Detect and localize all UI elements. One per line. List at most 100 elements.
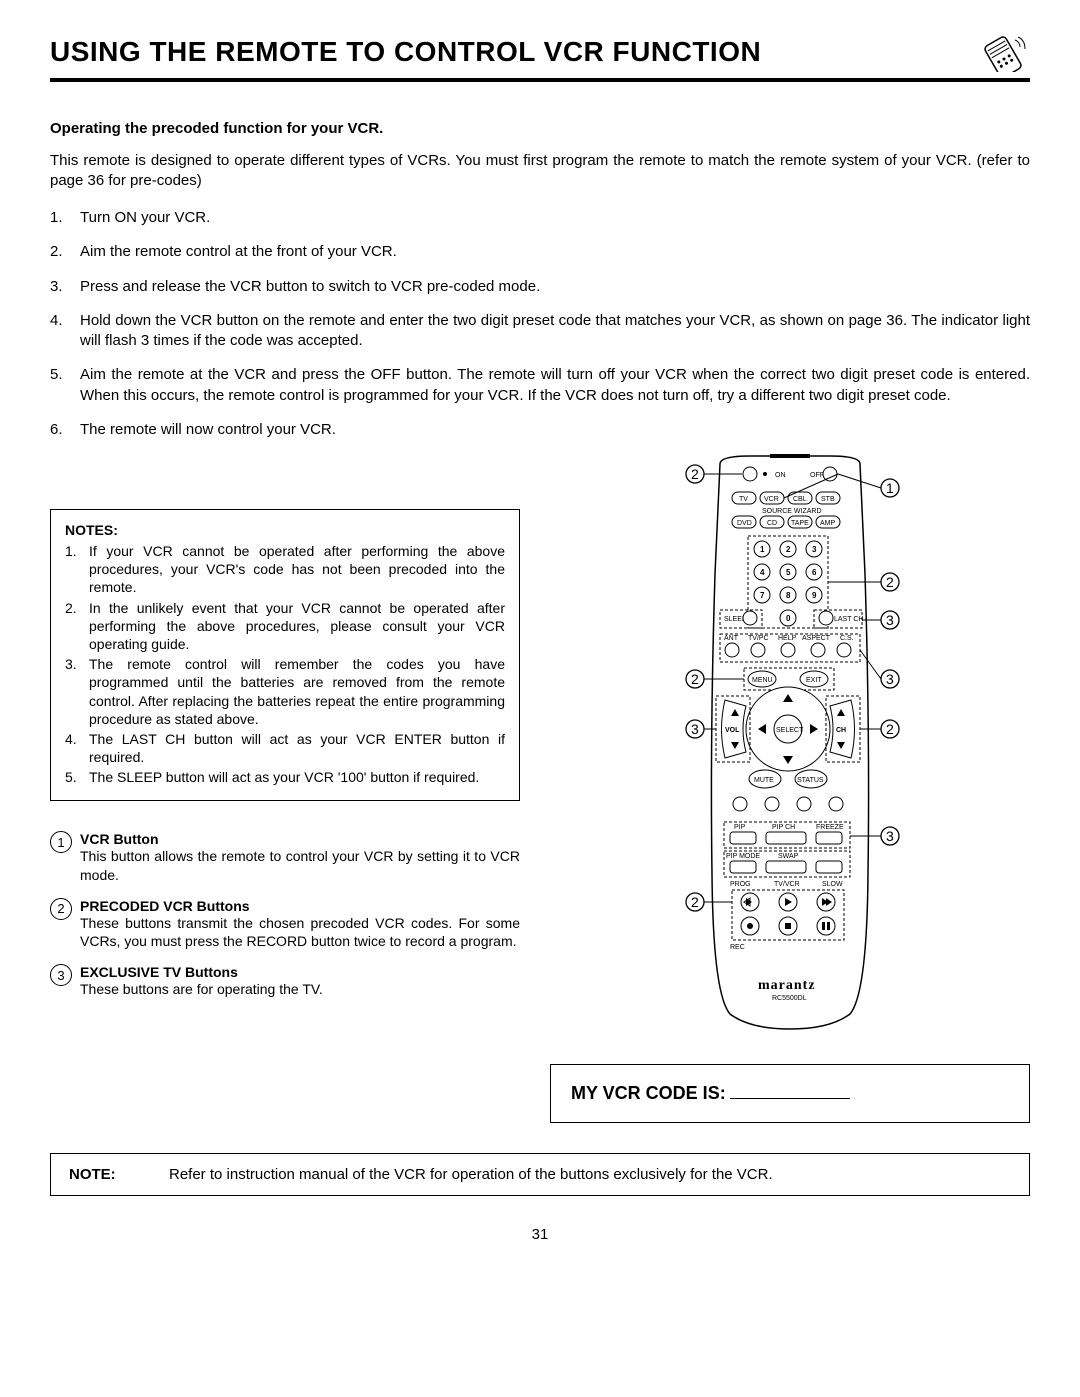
on-label: ON [775, 472, 786, 479]
note-text: The SLEEP button will act as your VCR '1… [89, 768, 505, 786]
bottom-note-text: Refer to instruction manual of the VCR f… [169, 1166, 773, 1183]
steps-list: 1.Turn ON your VCR. 2.Aim the remote con… [50, 208, 1030, 440]
svg-text:1: 1 [760, 545, 765, 554]
prog-label: PROG [730, 881, 751, 888]
svg-text:AMP: AMP [820, 520, 836, 527]
vol-label: VOL [725, 727, 740, 734]
exit-label: EXIT [806, 677, 822, 684]
notes-title: NOTES: [65, 522, 505, 538]
step-number: 6. [50, 420, 80, 440]
svg-text:6: 6 [812, 568, 817, 577]
step-text: The remote will now control your VCR. [80, 420, 1030, 440]
step-text: Turn ON your VCR. [80, 208, 1030, 228]
step-number: 3. [50, 277, 80, 297]
code-label: MY VCR CODE IS: [571, 1083, 726, 1104]
note-text: In the unlikely event that your VCR cann… [89, 599, 505, 654]
code-blank [730, 1098, 850, 1099]
legend-title: EXCLUSIVE TV Buttons [80, 964, 238, 980]
subtitle: Operating the precoded function for your… [50, 120, 1030, 137]
step-number: 1. [50, 208, 80, 228]
menu-label: MENU [752, 677, 773, 684]
svg-text:ANT: ANT [724, 635, 739, 642]
code-box: MY VCR CODE IS: [550, 1064, 1030, 1123]
brand-label: marantz [758, 978, 816, 993]
svg-text:8: 8 [786, 591, 791, 600]
svg-text:STB: STB [821, 496, 835, 503]
svg-text:TAPE: TAPE [791, 520, 809, 527]
legend-number-icon: 1 [50, 831, 72, 853]
svg-text:2: 2 [886, 574, 894, 590]
svg-text:2: 2 [691, 466, 699, 482]
note-number: 3. [65, 655, 89, 728]
svg-text:2: 2 [786, 545, 791, 554]
note-text: If your VCR cannot be operated after per… [89, 542, 505, 597]
svg-text:9: 9 [812, 591, 817, 600]
legend-desc: These buttons transmit the chosen precod… [80, 914, 520, 950]
legend-title: PRECODED VCR Buttons [80, 898, 250, 914]
note-text: The LAST CH button will act as your VCR … [89, 730, 505, 766]
remote-header-icon [970, 32, 1030, 72]
legend-list: 1 VCR Button This button allows the remo… [50, 831, 520, 998]
legend-number-icon: 2 [50, 898, 72, 920]
svg-text:DVD: DVD [737, 520, 752, 527]
note-number: 2. [65, 599, 89, 654]
svg-text:CBL: CBL [793, 496, 807, 503]
svg-text:3: 3 [886, 671, 894, 687]
svg-text:5: 5 [786, 568, 791, 577]
svg-text:2: 2 [886, 721, 894, 737]
select-label: SELECT [776, 727, 804, 734]
note-number: 1. [65, 542, 89, 597]
model-label: RC5500DL [772, 995, 807, 1002]
pipmode-label: PIP MODE [726, 853, 760, 860]
legend-desc: This button allows the remote to control… [80, 847, 520, 883]
svg-text:CD: CD [767, 520, 777, 527]
freeze-label: FREEZE [816, 824, 844, 831]
svg-text:TV/PC: TV/PC [748, 635, 769, 642]
remote-diagram: ON OFF TV VCR CBL STB SOURCE WIZARD DVD … [550, 454, 1030, 1044]
legend-desc: These buttons are for operating the TV. [80, 980, 520, 998]
off-label: OFF [810, 472, 824, 479]
page-number: 31 [50, 1226, 1030, 1243]
svg-text:3: 3 [886, 612, 894, 628]
svg-text:2: 2 [691, 894, 699, 910]
page-title: USING THE REMOTE TO CONTROL VCR FUNCTION [50, 36, 761, 68]
bottom-note-label: NOTE: [69, 1166, 169, 1183]
step-text: Press and release the VCR button to swit… [80, 277, 1030, 297]
svg-text:ASPECT: ASPECT [802, 635, 831, 642]
note-number: 5. [65, 768, 89, 786]
swap-label: SWAP [778, 853, 799, 860]
step-text: Aim the remote control at the front of y… [80, 242, 1030, 262]
svg-text:3: 3 [812, 545, 817, 554]
svg-text:VCR: VCR [764, 496, 779, 503]
pip-label: PIP [734, 824, 746, 831]
legend-title: VCR Button [80, 831, 159, 847]
step-text: Aim the remote at the VCR and press the … [80, 365, 1030, 406]
svg-text:HELP: HELP [778, 635, 797, 642]
rec-label: REC [730, 944, 745, 951]
svg-text:3: 3 [886, 828, 894, 844]
ch-label: CH [836, 727, 846, 734]
tvvcr-label: TV/VCR [774, 881, 800, 888]
step-number: 5. [50, 365, 80, 406]
mute-label: MUTE [754, 777, 774, 784]
svg-text:4: 4 [760, 568, 765, 577]
bottom-note-box: NOTE: Refer to instruction manual of the… [50, 1153, 1030, 1196]
svg-text:7: 7 [760, 591, 765, 600]
svg-text:TV: TV [739, 496, 748, 503]
lastch-label: LAST CH [834, 616, 863, 623]
step-number: 4. [50, 311, 80, 352]
slow-label: SLOW [822, 881, 843, 888]
svg-text:2: 2 [691, 671, 699, 687]
step-text: Hold down the VCR button on the remote a… [80, 311, 1030, 352]
svg-text:0: 0 [786, 614, 791, 623]
svg-text:C.S.: C.S. [840, 635, 854, 642]
note-text: The remote control will remember the cod… [89, 655, 505, 728]
intro-paragraph: This remote is designed to operate diffe… [50, 151, 1030, 190]
note-number: 4. [65, 730, 89, 766]
svg-text:3: 3 [691, 721, 699, 737]
notes-box: NOTES: 1.If your VCR cannot be operated … [50, 509, 520, 801]
step-number: 2. [50, 242, 80, 262]
svg-text:1: 1 [886, 480, 894, 496]
pipch-label: PIP CH [772, 824, 795, 831]
legend-number-icon: 3 [50, 964, 72, 986]
